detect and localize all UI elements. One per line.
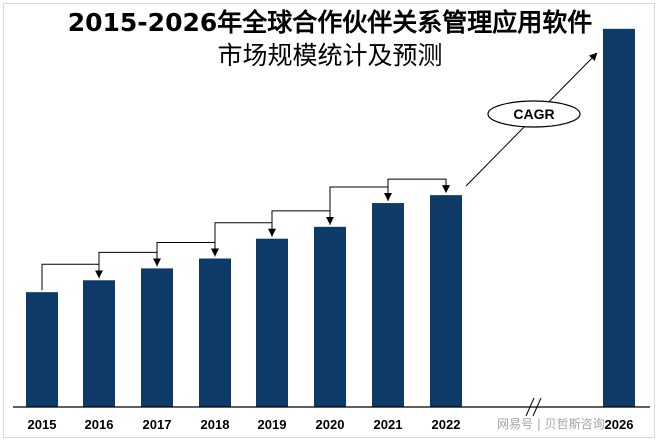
bar-2017 (141, 268, 173, 407)
x-tick-label-2016: 2016 (85, 417, 114, 432)
cagr-label: CAGR (513, 106, 554, 122)
x-tick-label-2021: 2021 (374, 417, 403, 432)
x-tick-label-2018: 2018 (201, 417, 230, 432)
bar-2019 (256, 238, 288, 407)
watermark: 网易号 | 贝哲斯咨询 (497, 417, 605, 431)
chart-title: 2015-2026年全球合作伙伴关系管理应用软件 市场规模统计及预测 (0, 6, 660, 72)
x-tick-labels: 2015 2016 2017 2018 2019 2020 2021 2022 2026 (28, 417, 634, 432)
cagr-ellipse (487, 100, 581, 128)
x-tick-label-2017: 2017 (143, 417, 172, 432)
cagr-annotation: CAGR (465, 52, 598, 187)
bar-2026 (603, 28, 635, 407)
x-tick-label-2026: 2026 (605, 417, 634, 432)
axis-break-mark-2 (532, 397, 542, 417)
bar-2018 (199, 258, 231, 407)
chart-title-line2: 市场规模统计及预测 (217, 41, 443, 70)
bar-2022 (430, 195, 462, 407)
growth-arrow-2021-2022 (387, 178, 450, 202)
x-tick-label-2015: 2015 (28, 417, 57, 432)
x-tick-label-2019: 2019 (258, 417, 287, 432)
chart-title-line1: 2015-2026年全球合作伙伴关系管理应用软件 (67, 8, 593, 37)
bars-layer (26, 28, 635, 407)
x-axis (13, 397, 650, 417)
x-tick-label-2022: 2022 (432, 417, 461, 432)
growth-arrows-layer (41, 178, 450, 291)
bar-2020 (314, 226, 346, 407)
axis-break-mark-1 (525, 397, 535, 417)
bar-2016 (83, 280, 115, 407)
bar-2021 (372, 203, 404, 407)
bar-2015 (26, 292, 58, 407)
x-tick-label-2020: 2020 (316, 417, 345, 432)
